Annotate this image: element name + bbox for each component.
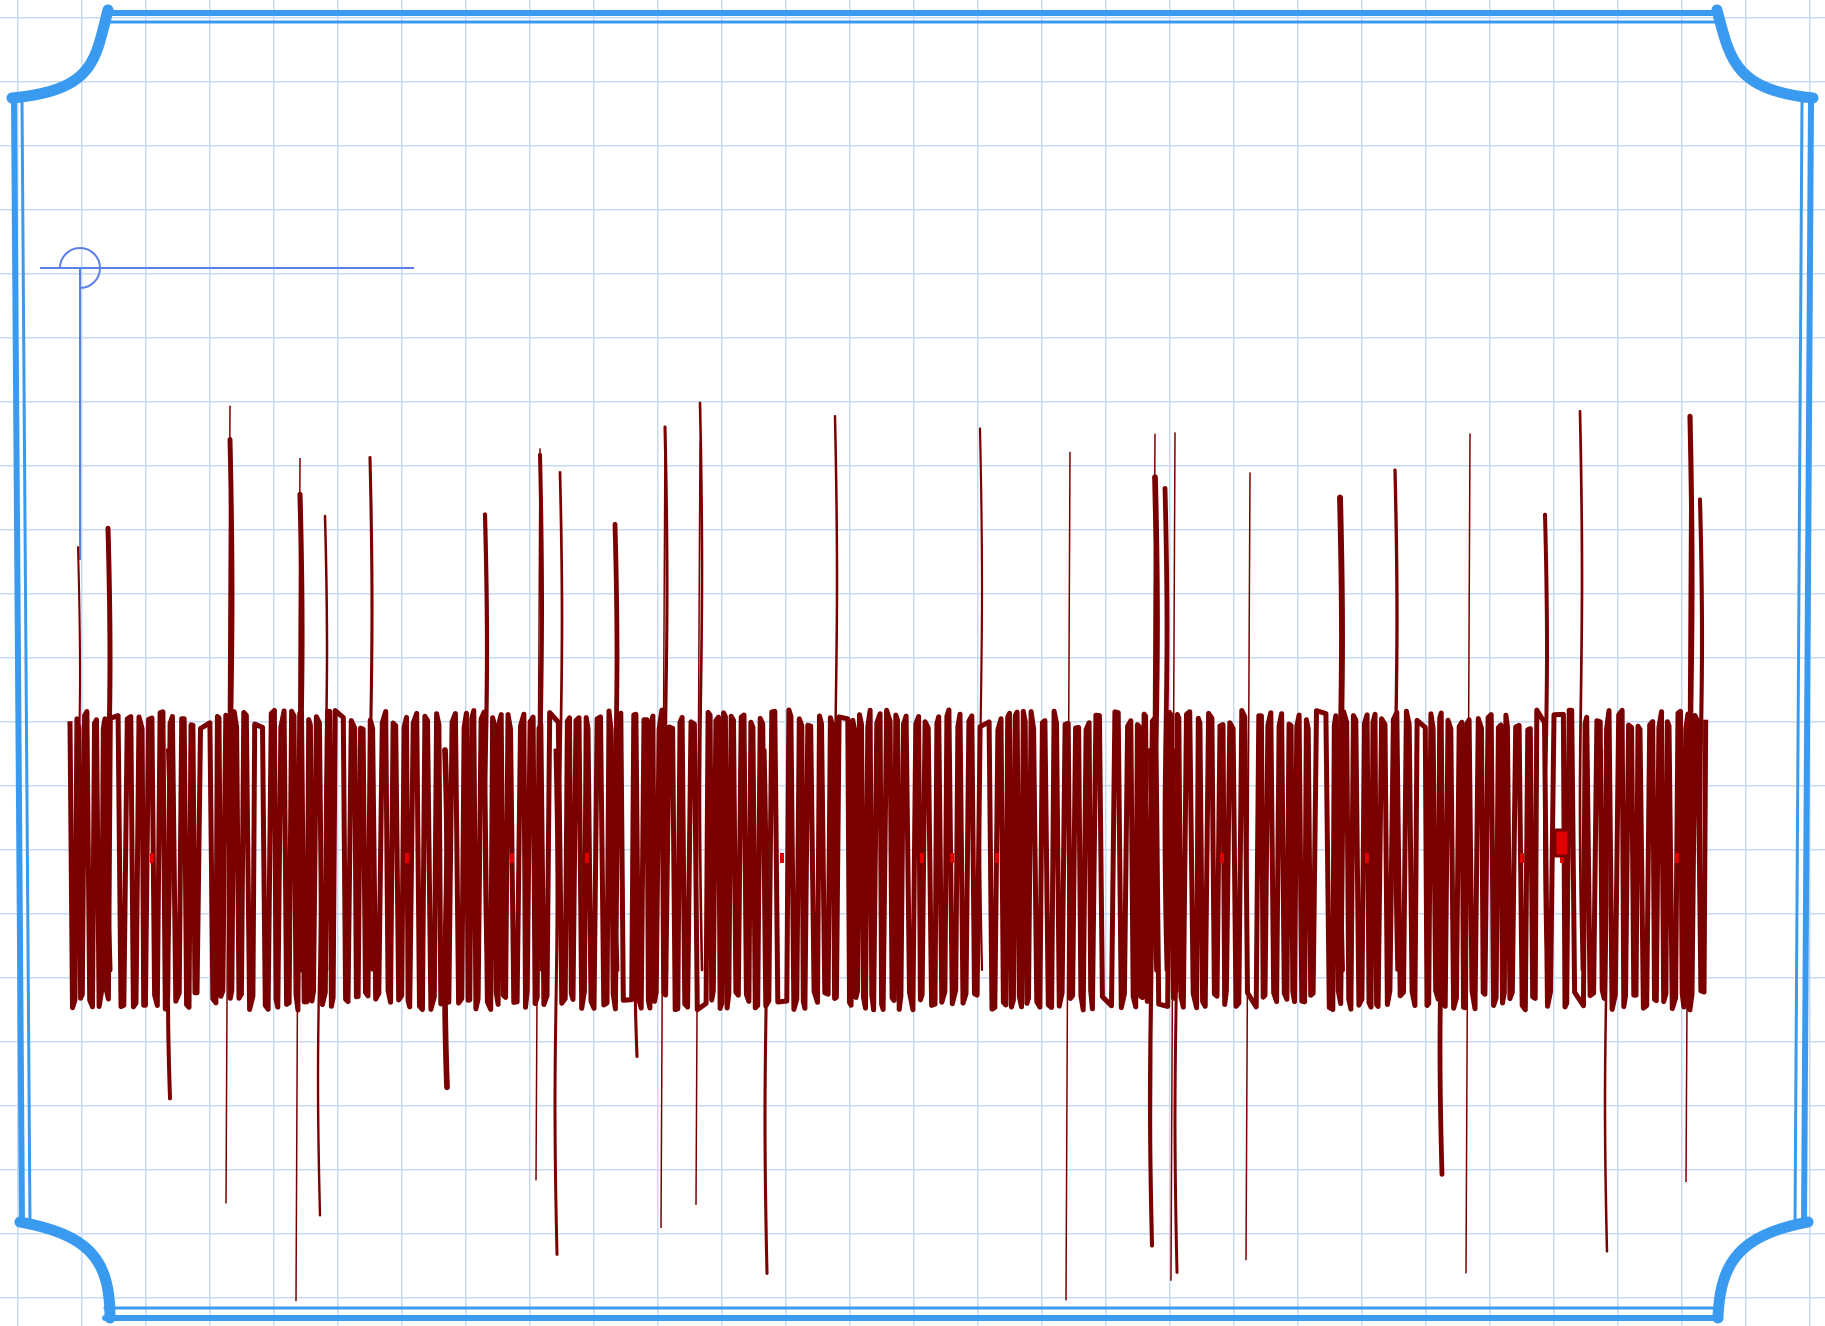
ink-scribble-hairline (1170, 432, 1176, 1281)
ink-accent-mark (920, 853, 924, 863)
ink-scribble-stroke (698, 401, 704, 972)
ink-scribble (67, 401, 1709, 1302)
ink-scribble-hairline (1065, 451, 1071, 1301)
ink-scribble-stroke (1543, 512, 1549, 972)
ink-scribble-stroke (76, 546, 82, 972)
ink-scribble-stroke (316, 748, 322, 1217)
ink-scribble-hairline (1465, 433, 1471, 1274)
ink-accent-mark (1520, 853, 1524, 863)
ink-scribble-stroke (1337, 494, 1345, 973)
ink-scribble-stroke (1393, 468, 1399, 972)
crosshair-icon (40, 247, 414, 560)
ink-accent-mark (1365, 853, 1369, 863)
ink-accent-box (1553, 828, 1571, 858)
ink-scribble-stroke (663, 425, 669, 972)
ink-accent-mark (150, 853, 154, 863)
ink-scribble-stroke (1687, 413, 1695, 973)
ink-scribble-stroke (1578, 410, 1584, 972)
ink-scribble-stroke (323, 514, 329, 972)
ink-scribble-stroke (227, 436, 235, 973)
ink-scribble-body (67, 707, 1709, 1013)
ink-scribble-stroke (538, 452, 544, 972)
ink-scribble-stroke (1437, 747, 1445, 1177)
ink-scribble-hairline (295, 457, 301, 1302)
ink-accent-mark (1675, 853, 1679, 863)
ink-scribble-stroke (1152, 474, 1160, 973)
ink-accent-mark (510, 853, 514, 863)
ink-scribble-stroke (166, 748, 172, 1101)
ink-scribble-stroke (297, 491, 305, 973)
frame-corner-top-left (6, 4, 114, 104)
ink-scribble-stroke (833, 414, 839, 972)
ink-scribble-stroke (558, 470, 564, 972)
ink-scribble-stroke (1147, 747, 1155, 1248)
ink-scribble-stroke (1603, 748, 1609, 1253)
ink-scribble-hairline (1685, 458, 1691, 1183)
frame-left-edge (11, 97, 25, 1228)
ink-scribble-stroke (1697, 497, 1705, 973)
ink-scribble-hairline (225, 405, 231, 1204)
ink-scribble-hairline (1245, 472, 1251, 1261)
ink-accent-mark (585, 853, 589, 863)
ink-accent-mark (1220, 853, 1224, 863)
ink-scribble-stroke (633, 748, 639, 1058)
ink-accent-mark (1560, 853, 1564, 863)
ink-scribble-stroke (763, 748, 769, 1275)
ink-accent-mark (995, 853, 999, 863)
ink-scribble-stroke (1162, 486, 1170, 973)
ink-scribble-hairline (1150, 433, 1156, 1194)
frame-corner-top-right (1711, 4, 1819, 104)
ink-scribble-hairline (660, 433, 666, 1229)
ink-scribble-stroke (553, 748, 559, 1256)
ink-scribble-hairline (535, 448, 541, 1181)
ink-accent-mark (950, 853, 954, 863)
frame-right-edge (1801, 97, 1814, 1228)
ink-scribble-stroke (978, 427, 984, 972)
ink-scribble-stroke (612, 521, 620, 973)
ink-scribble-stroke (442, 747, 450, 1091)
ink-scribble-hairline (695, 441, 701, 1205)
frame-corner-bottom-right (1712, 1216, 1814, 1324)
ink-accent-mark (780, 853, 784, 863)
ink-accent-mark (405, 853, 409, 863)
ink-scribble-stroke (368, 455, 374, 972)
ink-scribble-stroke (1173, 748, 1179, 1274)
ink-scribble-stroke (482, 512, 490, 973)
ink-scribble-stroke (105, 525, 113, 973)
frame-corner-bottom-left (14, 1216, 116, 1324)
